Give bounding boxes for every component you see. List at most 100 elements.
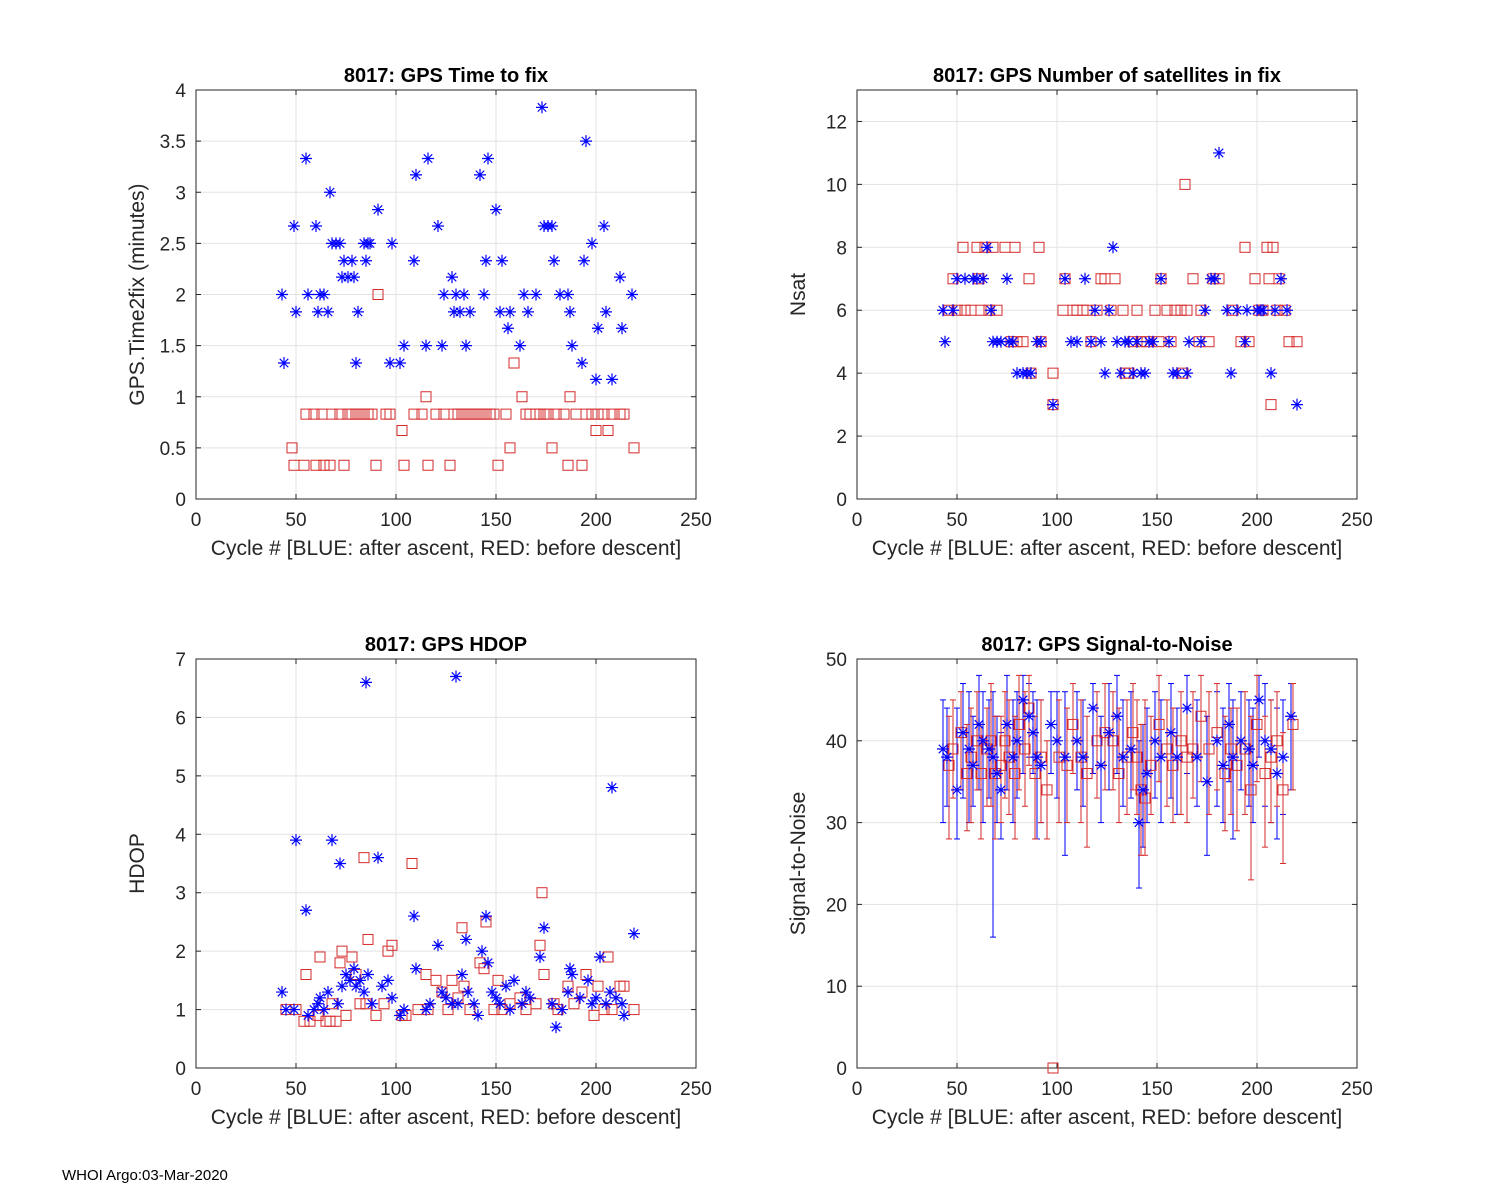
data-point-star — [1125, 742, 1137, 755]
data-point-star — [384, 357, 396, 370]
data-point-star — [564, 305, 576, 318]
data-point-square — [534, 939, 546, 951]
data-point-square — [602, 424, 614, 436]
data-point-square — [1195, 710, 1207, 722]
data-point-square — [304, 1015, 316, 1027]
data-point-star — [500, 980, 512, 993]
data-point-square — [444, 459, 456, 471]
data-point-star — [1045, 718, 1057, 731]
data-point-star — [452, 997, 464, 1010]
y-tick-label: 2 — [175, 942, 186, 963]
x-axis-label: Cycle # [BLUE: after ascent, RED: before… — [211, 1106, 681, 1129]
x-tick-label: 0 — [191, 510, 202, 531]
data-point-star — [1007, 751, 1019, 764]
data-point-star — [1095, 335, 1107, 348]
data-point-star — [973, 718, 985, 731]
data-point-square — [1277, 784, 1289, 796]
data-point-square — [416, 408, 428, 420]
y-axis-label: GPS.Time2fix (minutes) — [126, 183, 149, 405]
data-point-square — [1041, 784, 1053, 796]
series-blue — [276, 101, 638, 386]
data-point-star — [1123, 335, 1135, 348]
data-point-square — [1047, 367, 1059, 379]
data-point-square — [1067, 718, 1079, 730]
y-tick-label: 0 — [836, 1059, 847, 1080]
data-point-star — [338, 254, 350, 267]
data-point-star — [963, 742, 975, 755]
data-point-star — [358, 986, 370, 999]
data-point-square — [1203, 743, 1215, 755]
data-point-star — [1035, 759, 1047, 772]
data-point-star — [1181, 367, 1193, 380]
data-point-square — [1245, 784, 1257, 796]
data-point-star — [408, 910, 420, 923]
data-point-star — [1099, 367, 1111, 380]
data-point-star — [288, 219, 300, 232]
data-point-square — [298, 1015, 310, 1027]
data-point-square — [961, 768, 973, 780]
data-point-star — [1217, 759, 1229, 772]
data-point-star — [1001, 272, 1013, 285]
data-point-square — [536, 887, 548, 899]
data-point-star — [1223, 718, 1235, 731]
data-point-star — [516, 997, 528, 1010]
y-tick-label: 10 — [826, 175, 847, 196]
data-point-square — [550, 408, 562, 420]
data-point-star — [959, 272, 971, 285]
data-point-square — [366, 408, 378, 420]
data-point-square — [628, 442, 640, 454]
data-point-square — [1187, 273, 1199, 285]
data-point-star — [504, 305, 516, 318]
y-tick-label: 4 — [175, 825, 186, 846]
data-point-star — [1259, 734, 1271, 747]
data-point-square — [318, 459, 330, 471]
data-point-square — [1169, 304, 1181, 316]
data-point-square — [1029, 768, 1041, 780]
data-point-star — [1137, 783, 1149, 796]
data-point-star — [508, 974, 520, 987]
x-tick-label: 50 — [946, 1079, 967, 1100]
data-point-star — [1231, 304, 1243, 317]
data-point-star — [422, 152, 434, 165]
y-tick-label: 4 — [836, 364, 847, 385]
data-point-star — [951, 272, 963, 285]
data-point-square — [598, 1004, 610, 1016]
x-tick-label: 0 — [852, 510, 863, 531]
data-point-square — [478, 963, 490, 975]
data-point-star — [424, 997, 436, 1010]
data-point-square — [456, 922, 468, 934]
data-point-square — [592, 980, 604, 992]
data-point-star — [1269, 304, 1281, 317]
data-point-square — [580, 969, 592, 981]
data-point-square — [520, 1004, 532, 1016]
data-point-star — [446, 271, 458, 284]
data-point-star — [324, 186, 336, 199]
data-point-star — [1011, 734, 1023, 747]
data-point-star — [494, 305, 506, 318]
data-point-star — [518, 288, 530, 301]
data-point-square — [370, 459, 382, 471]
data-point-star — [977, 734, 989, 747]
data-point-star — [360, 254, 372, 267]
data-point-star — [348, 271, 360, 284]
data-point-square — [334, 408, 346, 420]
data-point-star — [472, 1009, 484, 1022]
data-point-star — [276, 986, 288, 999]
data-point-star — [937, 742, 949, 755]
data-point-star — [618, 1009, 630, 1022]
data-point-star — [995, 335, 1007, 348]
series-red — [286, 289, 640, 471]
data-point-star — [432, 219, 444, 232]
data-point-star — [987, 751, 999, 764]
data-point-star — [458, 288, 470, 301]
data-point-square — [959, 304, 971, 316]
data-point-star — [490, 203, 502, 216]
data-point-star — [1271, 767, 1283, 780]
data-point-star — [1095, 759, 1107, 772]
data-point-square — [1033, 241, 1045, 253]
data-point-star — [564, 962, 576, 975]
data-point-star — [482, 956, 494, 969]
data-point-square — [1181, 304, 1193, 316]
data-point-star — [350, 980, 362, 993]
y-tick-label: 12 — [826, 112, 847, 133]
